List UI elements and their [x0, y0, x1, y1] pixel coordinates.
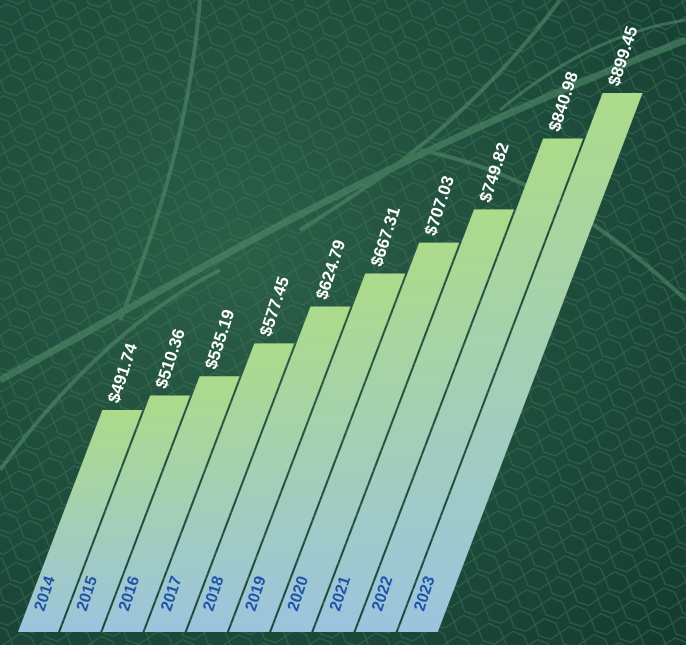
bar	[313, 209, 515, 632]
bar	[102, 376, 240, 632]
bar	[355, 138, 584, 632]
bar	[397, 93, 643, 632]
bar	[271, 242, 460, 632]
bar	[186, 306, 351, 632]
bar	[60, 395, 191, 632]
leaf-veins	[0, 0, 686, 472]
bar	[229, 273, 406, 632]
bar	[144, 343, 295, 632]
bar	[18, 410, 143, 632]
